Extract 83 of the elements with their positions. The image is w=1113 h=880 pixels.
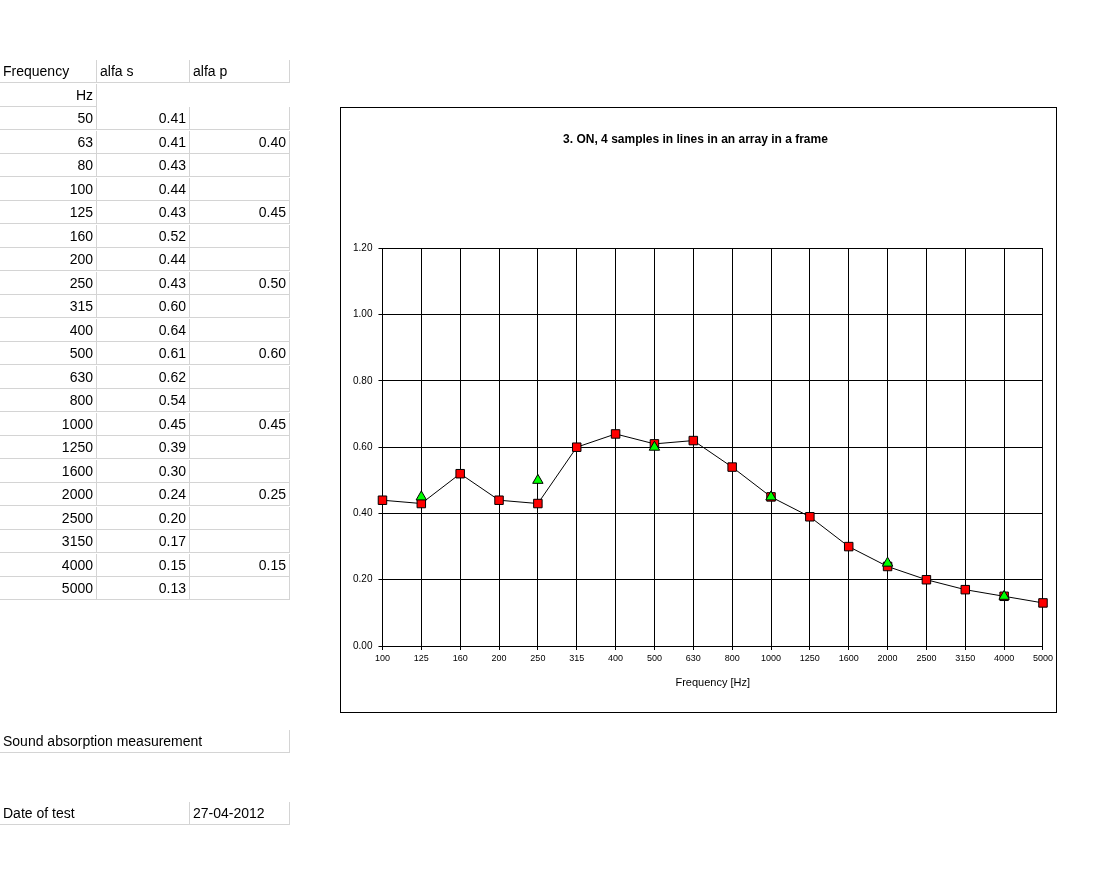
- data-label: 0.61: [97, 342, 190, 365]
- category-label: 2500: [0, 506, 97, 530]
- data-label: 0.45: [97, 412, 190, 436]
- y-tick-label: 1.00: [352, 308, 373, 320]
- y-tick-label: 0.20: [352, 573, 373, 585]
- category-label: 800: [0, 389, 97, 412]
- data-label: 0.45: [190, 201, 290, 224]
- y-tick-label: 0.60: [352, 440, 373, 452]
- category-label: 5000: [0, 577, 97, 600]
- category-label: 315: [0, 295, 97, 318]
- data-label: 0.43: [97, 201, 190, 224]
- data-label: 0.17: [97, 530, 190, 553]
- x-tick-label: 200: [491, 652, 507, 663]
- data-label: 0.20: [97, 506, 190, 530]
- text: alfa s: [97, 60, 190, 83]
- data-label: 0.43: [97, 271, 190, 295]
- y-tick-label: 0.00: [352, 639, 373, 651]
- data-label: 0.40: [190, 130, 290, 154]
- x-tick-label: 1600: [838, 652, 859, 663]
- data-label: 0.41: [97, 130, 190, 154]
- data-label: 0.60: [190, 342, 290, 365]
- x-tick-label: 3150: [955, 652, 976, 663]
- x-tick-label: 100: [374, 652, 390, 663]
- category-label: 200: [0, 248, 97, 271]
- data-label: 0.15: [190, 553, 290, 577]
- category-label: 500: [0, 342, 97, 365]
- data-label: 0.15: [97, 553, 190, 577]
- data-label: 0.54: [97, 389, 190, 412]
- x-tick-label: 2500: [916, 652, 937, 663]
- data-label: 0.30: [97, 459, 190, 483]
- data-label: 0.62: [97, 365, 190, 389]
- x-tick-label: 5000: [1032, 652, 1053, 663]
- chart-title: 3. ON, 4 samples in lines in an array in a frame: [563, 131, 829, 146]
- category-label: 100: [0, 177, 97, 201]
- category-label: 1600: [0, 459, 97, 483]
- category-label: 125: [0, 201, 97, 224]
- category-label: 3150: [0, 530, 97, 553]
- y-tick-label: 0.80: [352, 374, 373, 386]
- category-label: 50: [0, 107, 97, 130]
- category-label: 80: [0, 154, 97, 177]
- x-tick-label: 4000: [994, 652, 1015, 663]
- data-label: 0.45: [190, 412, 290, 436]
- category-label: 1000: [0, 412, 97, 436]
- data-label: 0.24: [97, 483, 190, 506]
- data-label: 0.25: [190, 483, 290, 506]
- text: 27-04-2012: [190, 802, 290, 825]
- x-tick-label: 800: [724, 652, 740, 663]
- y-tick-label: 0.40: [352, 507, 373, 519]
- data-label: 0.60: [97, 295, 190, 318]
- category-label: 4000: [0, 553, 97, 577]
- category-label: 160: [0, 224, 97, 248]
- x-tick-label: 500: [646, 652, 662, 663]
- x-tick-label: 125: [413, 652, 429, 663]
- x-tick-label: 1250: [799, 652, 820, 663]
- category-label: 400: [0, 318, 97, 342]
- data-label: 0.41: [97, 107, 190, 130]
- y-tick-label: 1.20: [352, 242, 373, 254]
- category-label: 63: [0, 130, 97, 154]
- x-axis-title: Frequency [Hz]: [675, 676, 751, 689]
- category-label: 250: [0, 271, 97, 295]
- x-tick-label: 630: [685, 652, 701, 663]
- text: Date of test: [0, 802, 190, 825]
- x-tick-label: 400: [608, 652, 624, 663]
- category-label: 1250: [0, 436, 97, 459]
- text: Sound absorption measurement: [0, 730, 290, 753]
- text: Hz: [0, 83, 97, 107]
- data-label: 0.50: [190, 271, 290, 295]
- x-tick-label: 160: [452, 652, 468, 663]
- x-tick-label: 2000: [877, 652, 898, 663]
- text: alfa p: [190, 60, 290, 83]
- x-tick-label: 250: [530, 652, 546, 663]
- category-label: 630: [0, 365, 97, 389]
- data-label: 0.52: [97, 224, 190, 248]
- x-tick-label: 1000: [760, 652, 782, 663]
- data-label: 0.13: [97, 577, 190, 600]
- data-label: 0.64: [97, 318, 190, 342]
- category-label: 2000: [0, 483, 97, 506]
- data-label: 0.44: [97, 177, 190, 201]
- data-label: 0.44: [97, 248, 190, 271]
- text: Frequency: [0, 60, 97, 83]
- x-tick-label: 315: [569, 652, 585, 663]
- data-label: 0.43: [97, 154, 190, 177]
- data-label: 0.39: [97, 436, 190, 459]
